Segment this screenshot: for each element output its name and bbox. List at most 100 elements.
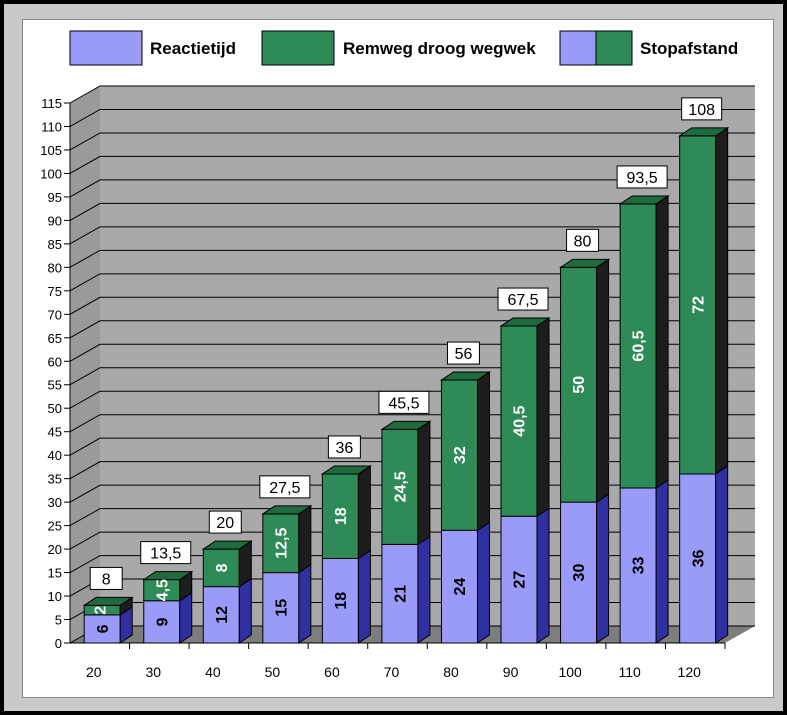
bar-reaction-side: [417, 535, 431, 644]
bar-reaction-side: [476, 521, 490, 644]
bar-braking-top: [82, 596, 134, 606]
legend-label: Stopafstand: [640, 39, 738, 58]
y-tick-label: 55: [48, 378, 62, 393]
total-value-label: 56: [455, 346, 473, 363]
y-tick-label: 65: [48, 331, 62, 346]
x-tick-label: 100: [558, 664, 582, 680]
bar-braking-top: [142, 571, 194, 581]
gridline: [69, 108, 755, 127]
total-value-label: 93,5: [627, 170, 658, 187]
braking-value-label: 32: [452, 446, 469, 464]
bar-braking-top: [499, 317, 551, 327]
legend-swatch-total-right: [595, 30, 633, 66]
braking-value-label: 18: [333, 507, 350, 525]
reaction-value-label: 30: [571, 564, 588, 582]
bar-reaction-side: [238, 577, 252, 644]
legend-swatch-total-left: [559, 30, 597, 66]
reaction-value-label: 21: [393, 585, 410, 603]
y-tick-label: 45: [48, 425, 62, 440]
y-tick-label: 100: [40, 166, 62, 181]
bar-braking-top: [618, 195, 670, 205]
x-tick-label: 30: [146, 664, 162, 680]
total-value-label: 8: [102, 571, 111, 588]
gridline: [69, 132, 755, 151]
y-tick-label: 60: [48, 354, 62, 369]
x-tick-label: 110: [619, 664, 642, 680]
bar-braking-side: [298, 504, 312, 574]
bar-braking-top: [558, 258, 611, 268]
bar-braking-side: [357, 465, 371, 560]
y-tick-label: 15: [48, 566, 62, 581]
braking-value-label: 60,5: [631, 330, 648, 361]
x-tick-label: 120: [678, 664, 702, 680]
total-label-box: [140, 541, 192, 565]
bar-braking-side: [655, 195, 669, 489]
y-tick-label: 50: [48, 401, 62, 416]
gridline: [69, 155, 755, 174]
x-tick-label: 40: [205, 664, 221, 680]
gridline: [69, 249, 755, 268]
total-label-box: [327, 435, 361, 459]
reaction-value-label: 36: [690, 549, 707, 567]
bar-reaction-side: [357, 549, 371, 644]
total-value-label: 67,5: [507, 292, 538, 309]
y-tick-label: 115: [41, 96, 62, 111]
y-tick-label: 40: [48, 448, 62, 463]
gridline: [69, 85, 755, 104]
y-tick-label: 0: [55, 636, 62, 651]
bar-braking-side: [536, 317, 550, 518]
reaction-value-label: 15: [273, 599, 290, 617]
total-value-label: 20: [216, 515, 234, 532]
braking-value-label: 2: [92, 606, 109, 615]
bar-reaction-side: [298, 563, 312, 644]
legend-label: Remweg droog wegwek: [343, 39, 536, 58]
x-tick-label: 50: [265, 664, 281, 680]
total-value-label: 45,5: [388, 395, 419, 412]
y-tick-label: 85: [48, 237, 62, 252]
y-tick-label: 105: [40, 143, 62, 158]
y-tick-label: 10: [48, 589, 62, 604]
total-label-box: [208, 510, 242, 534]
gridline: [69, 202, 755, 221]
x-tick-label: 60: [324, 664, 340, 680]
total-value-label: 80: [574, 233, 592, 250]
y-tick-label: 90: [48, 213, 62, 228]
total-label-box: [89, 566, 123, 590]
braking-value-label: 50: [571, 376, 588, 394]
bar-braking-top: [320, 465, 373, 475]
reaction-value-label: 33: [631, 557, 648, 575]
braking-value-label: 72: [690, 296, 707, 314]
y-tick-label: 95: [48, 190, 62, 205]
bar-reaction-side: [536, 507, 550, 644]
y-tick-label: 5: [55, 613, 62, 628]
bar-braking-top: [261, 505, 313, 515]
legend-swatch-reaction: [69, 30, 143, 66]
total-label-box: [681, 97, 723, 121]
gridline: [69, 179, 755, 198]
reaction-value-label: 24: [452, 578, 469, 596]
x-tick-label: 70: [384, 664, 400, 680]
y-tick-label: 25: [48, 519, 62, 534]
y-tick-label: 110: [41, 119, 62, 134]
braking-value-label: 12,5: [273, 528, 290, 559]
reaction-value-label: 27: [512, 571, 529, 589]
reaction-value-label: 18: [333, 592, 350, 610]
total-label-box: [616, 165, 668, 189]
braking-value-label: 4,5: [154, 579, 171, 601]
bar-reaction-side: [179, 591, 193, 644]
total-label-box: [378, 390, 430, 414]
total-value-label: 108: [688, 102, 715, 119]
braking-value-label: 40,5: [512, 405, 529, 436]
bar-braking-top: [439, 371, 492, 381]
y-tick-label: 35: [48, 472, 62, 487]
y-tick-label: 80: [48, 260, 62, 275]
braking-value-label: 24,5: [393, 471, 410, 502]
reaction-value-label: 6: [95, 624, 112, 633]
total-label-box: [446, 341, 480, 365]
bar-braking-side: [715, 126, 729, 475]
total-label-box: [259, 475, 311, 499]
reaction-value-label: 9: [154, 617, 171, 626]
x-tick-label: 90: [503, 664, 519, 680]
bar-braking-side: [417, 420, 431, 546]
y-tick-label: 20: [48, 542, 62, 557]
